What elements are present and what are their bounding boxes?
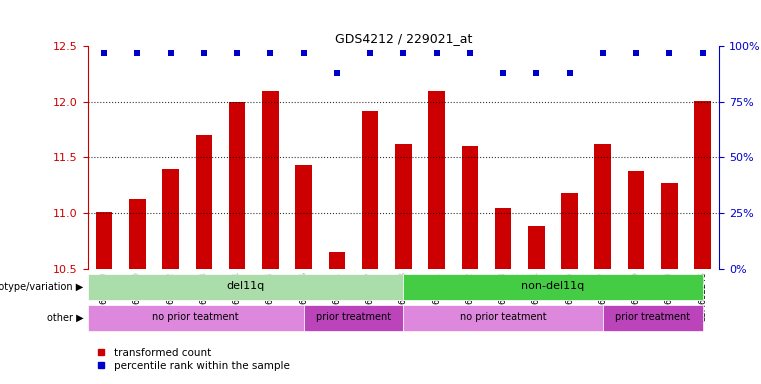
Bar (403, 274, 702, 300)
Point (497, 70, 509, 76)
Point (264, 50, 276, 56)
Bar (395, 144, 412, 269)
Bar (461, 146, 478, 269)
Bar (561, 193, 578, 269)
Point (231, 50, 244, 56)
Text: no prior teatment: no prior teatment (460, 312, 546, 322)
Bar (603, 305, 702, 331)
Bar (329, 252, 345, 269)
Bar (428, 91, 445, 269)
Text: genotype/variation ▶: genotype/variation ▶ (0, 282, 84, 292)
Point (597, 50, 609, 56)
Point (663, 50, 675, 56)
Bar (628, 171, 645, 269)
Bar (229, 102, 245, 269)
Point (463, 50, 476, 56)
Legend: transformed count, percentile rank within the sample: transformed count, percentile rank withi… (93, 344, 294, 375)
Bar (129, 199, 145, 269)
Title: GDS4212 / 229021_at: GDS4212 / 229021_at (335, 32, 472, 45)
Bar (262, 91, 279, 269)
Bar (694, 101, 711, 269)
Text: prior treatment: prior treatment (615, 312, 690, 322)
Point (431, 50, 443, 56)
Point (364, 50, 376, 56)
Bar (361, 111, 378, 269)
Point (630, 50, 642, 56)
Text: del11q: del11q (226, 281, 265, 291)
Text: no prior teatment: no prior teatment (152, 312, 239, 322)
Point (563, 70, 575, 76)
Point (98, 50, 110, 56)
Text: prior treatment: prior treatment (316, 312, 391, 322)
Bar (304, 305, 403, 331)
Bar (96, 212, 113, 269)
Bar (295, 165, 312, 269)
Point (696, 50, 708, 56)
Bar (162, 169, 179, 269)
Point (397, 50, 409, 56)
Bar (88, 274, 403, 300)
Bar (528, 227, 545, 269)
Point (530, 70, 543, 76)
Point (164, 50, 177, 56)
Bar (594, 144, 611, 269)
Bar (661, 183, 677, 269)
Point (298, 50, 310, 56)
Point (132, 50, 144, 56)
Text: non-del11q: non-del11q (521, 281, 584, 291)
Bar (196, 135, 212, 269)
Bar (495, 207, 511, 269)
Text: other ▶: other ▶ (47, 313, 84, 323)
Point (331, 70, 343, 76)
Bar (403, 305, 603, 331)
Point (198, 50, 210, 56)
Bar (88, 305, 304, 331)
